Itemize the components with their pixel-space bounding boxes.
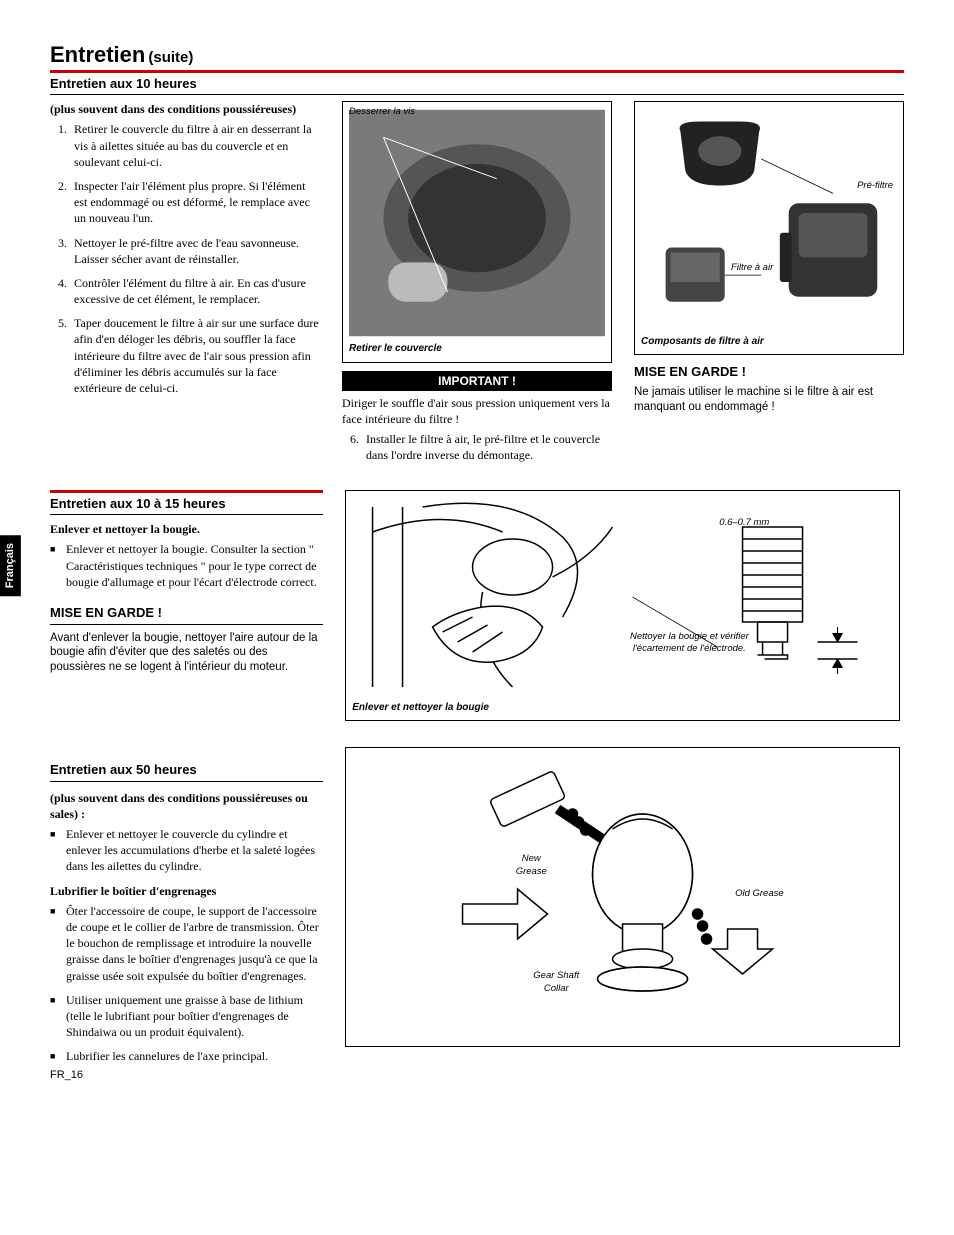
fig-gap: 0.6–0.7 mm bbox=[719, 517, 769, 530]
language-tab: Français bbox=[0, 535, 21, 596]
col-right-1015: 0.6–0.7 mm Nettoyer la bougie et vérifie… bbox=[345, 490, 900, 730]
col-left-10h: (plus souvent dans des conditions poussi… bbox=[50, 101, 320, 471]
fig2-caption: Composants de filtre à air bbox=[641, 335, 764, 349]
fig-note: Nettoyer la bougie et vérifier l'écartem… bbox=[629, 631, 749, 657]
figure-spark-plug: 0.6–0.7 mm Nettoyer la bougie et vérifie… bbox=[345, 490, 900, 722]
b1-50: Enlever et nettoyer le couvercle du cyli… bbox=[66, 826, 323, 875]
page-number: FR_16 bbox=[50, 1068, 83, 1083]
list-10h-item: Retirer le couvercle du filtre à air en … bbox=[70, 121, 320, 170]
figure-gearcase: New Grease Old Grease Gear Shaft Collar bbox=[345, 747, 900, 1047]
col-left-1015: Entretien aux 10 à 15 heures Enlever et … bbox=[50, 490, 323, 730]
fig1-label-top: Desserrer la vis bbox=[349, 106, 415, 119]
list-50b: Ôter l'accessoire de coupe, le support d… bbox=[50, 903, 323, 1065]
fig1-caption: Retirer le couvercle bbox=[349, 342, 605, 356]
col-left-50: Entretien aux 50 heures (plus souvent da… bbox=[50, 747, 323, 1072]
warn-body-1015: Avant d'enlever la bougie, nettoyer l'ai… bbox=[50, 631, 323, 676]
fig-old-grease: Old Grease bbox=[734, 888, 784, 901]
page-title-row: Entretien (suite) bbox=[50, 40, 904, 70]
sub2-50: Lubrifier le boîtier d'engrenages bbox=[50, 883, 323, 899]
fig2-label-filtre: Filtre à air bbox=[731, 262, 773, 275]
sub-1015: Enlever et nettoyer la bougie. bbox=[50, 521, 323, 537]
b2-50: Ôter l'accessoire de coupe, le support d… bbox=[66, 903, 323, 984]
col-mid-10h: Desserrer la vis Retirer le couvercle IM… bbox=[342, 101, 612, 471]
list-1015: Enlever et nettoyer la bougie. Consulter… bbox=[50, 541, 323, 590]
col-right-50: New Grease Old Grease Gear Shaft Collar bbox=[345, 747, 900, 1072]
b3-50: Utiliser uniquement une graisse à base d… bbox=[66, 992, 323, 1041]
list-50a: Enlever et nettoyer le couvercle du cyli… bbox=[50, 826, 323, 875]
bullet-1015: Enlever et nettoyer la bougie. Consulter… bbox=[66, 541, 323, 590]
list-10h-item: Taper doucement le filtre à air sur une … bbox=[70, 315, 320, 396]
list-10h-item: Nettoyer le pré-filtre avec de l'eau sav… bbox=[70, 235, 320, 267]
list-10h: Retirer le couvercle du filtre à air en … bbox=[50, 121, 320, 396]
col-right-10h: Pré-filtre Filtre à air Composants de fi… bbox=[634, 101, 904, 471]
section-50-heading: Entretien aux 50 heures bbox=[50, 761, 323, 782]
figure-filter-components: Pré-filtre Filtre à air Composants de fi… bbox=[634, 101, 904, 355]
fig2-label-pre: Pré-filtre bbox=[857, 180, 893, 193]
section-1015-heading: Entretien aux 10 à 15 heures bbox=[50, 490, 323, 516]
figure-loosen-screw: Desserrer la vis Retirer le couvercle bbox=[342, 101, 612, 363]
list-10h-item: Inspecter l'air l'élément plus propre. S… bbox=[70, 178, 320, 227]
intro-50: (plus souvent dans des conditions poussi… bbox=[50, 790, 323, 822]
fig-collar: Gear Shaft Collar bbox=[521, 970, 591, 996]
warn-title-1015: MISE EN GARDE ! bbox=[50, 604, 323, 625]
b4-50: Lubrifier les cannelures de l'axe princi… bbox=[66, 1048, 323, 1064]
important-bar: IMPORTANT ! bbox=[342, 371, 612, 391]
warn-body-10h: Ne jamais utiliser le machine si le filt… bbox=[634, 385, 904, 415]
important-body: Diriger le souffle d'air sous pression u… bbox=[342, 395, 612, 427]
item6: Installer le filtre à air, le pré-filtre… bbox=[362, 431, 612, 463]
list-10h-item6: Installer le filtre à air, le pré-filtre… bbox=[342, 431, 612, 463]
warn-title-10h: MISE EN GARDE ! bbox=[634, 363, 904, 381]
page-title: Entretien bbox=[50, 42, 145, 67]
list-10h-item: Contrôler l'élément du filtre à air. En … bbox=[70, 275, 320, 307]
fig-sparkplug-caption: Enlever et nettoyer la bougie bbox=[352, 701, 893, 715]
intro-10h: (plus souvent dans des conditions poussi… bbox=[50, 101, 320, 117]
section-10h-heading: Entretien aux 10 heures bbox=[50, 70, 904, 96]
page-title-suite: (suite) bbox=[148, 49, 193, 66]
fig-new-grease: New Grease bbox=[506, 853, 556, 879]
